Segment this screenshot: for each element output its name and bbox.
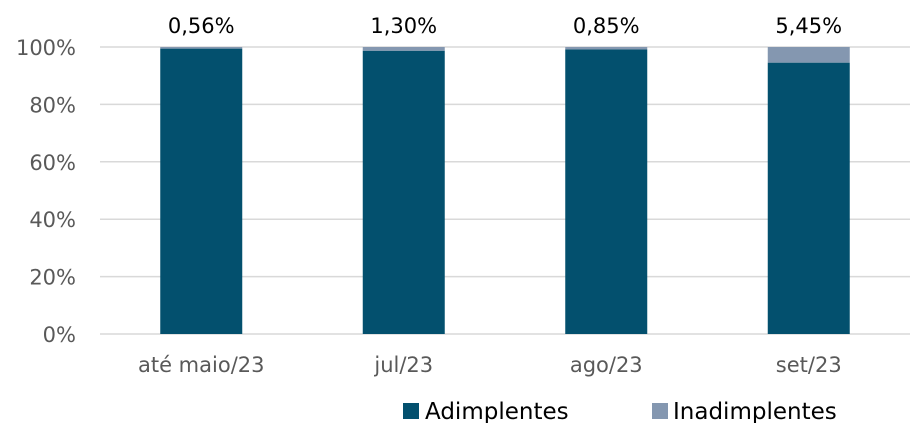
- bar-segment-inadimplentes: [767, 47, 850, 63]
- bar-segment-inadimplentes: [362, 47, 445, 51]
- y-tick-label: 40%: [29, 208, 76, 232]
- y-tick-label: 100%: [16, 36, 76, 60]
- legend-label-inadimplentes: Inadimplentes: [673, 399, 837, 423]
- y-tick-label: 20%: [29, 266, 76, 290]
- data-label: 5,45%: [775, 14, 842, 38]
- x-tick-label: set/23: [776, 353, 842, 377]
- y-tick-label: 0%: [43, 323, 76, 347]
- y-axis: 0% 20% 40% 60% 80% 100%: [16, 36, 76, 347]
- x-tick-label: até maio/23: [138, 353, 265, 377]
- legend: Adimplentes Inadimplentes: [403, 399, 837, 423]
- bar-segment-inadimplentes: [160, 47, 243, 49]
- data-label: 1,30%: [370, 14, 437, 38]
- legend-swatch-adimplentes: [403, 403, 419, 419]
- legend-label-adimplentes: Adimplentes: [425, 399, 569, 423]
- data-label: 0,56%: [168, 14, 235, 38]
- bars: [160, 47, 850, 335]
- legend-swatch-inadimplentes: [652, 403, 668, 419]
- bar-segment-inadimplentes: [565, 47, 648, 50]
- bar-segment-adimplentes: [362, 50, 445, 335]
- y-tick-label: 80%: [29, 93, 76, 117]
- data-label: 0,85%: [573, 14, 640, 38]
- bar-segment-adimplentes: [565, 49, 648, 334]
- x-tick-label: ago/23: [570, 353, 643, 377]
- x-axis: até maio/23 jul/23 ago/23 set/23: [138, 353, 842, 377]
- x-tick-label: jul/23: [373, 353, 433, 377]
- bar-segment-adimplentes: [767, 62, 850, 334]
- data-labels: 0,56% 1,30% 0,85% 5,45%: [168, 14, 842, 38]
- y-tick-label: 60%: [29, 151, 76, 175]
- bar-segment-adimplentes: [160, 48, 243, 334]
